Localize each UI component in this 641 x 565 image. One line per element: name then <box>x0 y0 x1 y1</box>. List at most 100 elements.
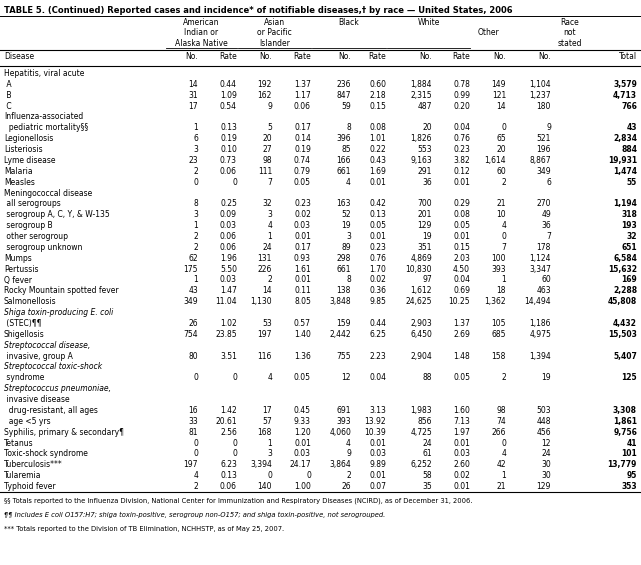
Text: ¶¶ Includes E coli O157:H7; shiga toxin-positive, serogroup non-O157; and shiga : ¶¶ Includes E coli O157:H7; shiga toxin-… <box>4 512 385 518</box>
Text: No.: No. <box>260 52 272 61</box>
Text: 61: 61 <box>422 449 432 458</box>
Text: 24.17: 24.17 <box>289 460 311 470</box>
Text: 1,612: 1,612 <box>410 286 432 295</box>
Text: 0.06: 0.06 <box>294 102 311 111</box>
Text: 3: 3 <box>267 210 272 219</box>
Text: Shiga toxin-producing E. coli: Shiga toxin-producing E. coli <box>4 308 113 317</box>
Text: 6,450: 6,450 <box>410 330 432 339</box>
Text: 0.57: 0.57 <box>294 319 311 328</box>
Text: 6.23: 6.23 <box>220 460 237 470</box>
Text: 0.22: 0.22 <box>369 145 386 154</box>
Text: 197: 197 <box>258 330 272 339</box>
Text: 0.45: 0.45 <box>294 406 311 415</box>
Text: 4,432: 4,432 <box>613 319 637 328</box>
Text: 9: 9 <box>546 123 551 132</box>
Text: 163: 163 <box>337 199 351 208</box>
Text: 49: 49 <box>541 210 551 219</box>
Text: 15,503: 15,503 <box>608 330 637 339</box>
Text: 0.05: 0.05 <box>369 221 386 230</box>
Text: Disease: Disease <box>4 52 34 61</box>
Text: 5,407: 5,407 <box>613 351 637 360</box>
Text: 5.50: 5.50 <box>220 264 237 273</box>
Text: 266: 266 <box>492 428 506 437</box>
Text: 14: 14 <box>496 102 506 111</box>
Text: 10,830: 10,830 <box>406 264 432 273</box>
Text: 1.96: 1.96 <box>220 254 237 263</box>
Text: 4: 4 <box>267 221 272 230</box>
Text: 1: 1 <box>193 276 198 285</box>
Text: Rate: Rate <box>219 52 237 61</box>
Text: 35: 35 <box>422 482 432 491</box>
Text: 41: 41 <box>626 438 637 447</box>
Text: serogroup A, C, Y, & W-135: serogroup A, C, Y, & W-135 <box>4 210 110 219</box>
Text: 149: 149 <box>492 80 506 89</box>
Text: 8: 8 <box>346 276 351 285</box>
Text: 448: 448 <box>537 417 551 426</box>
Text: 691: 691 <box>337 406 351 415</box>
Text: 192: 192 <box>258 80 272 89</box>
Text: 3.82: 3.82 <box>453 156 470 165</box>
Text: 2: 2 <box>501 177 506 186</box>
Text: 1.00: 1.00 <box>294 482 311 491</box>
Text: 0.19: 0.19 <box>294 145 311 154</box>
Text: 2.23: 2.23 <box>369 351 386 360</box>
Text: 0.06: 0.06 <box>220 167 237 176</box>
Text: 131: 131 <box>258 254 272 263</box>
Text: 0.13: 0.13 <box>220 123 237 132</box>
Text: 0.01: 0.01 <box>369 438 386 447</box>
Text: 12: 12 <box>542 438 551 447</box>
Text: §§ Totals reported to the Influenza Division, National Center for Immunization a: §§ Totals reported to the Influenza Divi… <box>4 498 472 505</box>
Text: 0.08: 0.08 <box>453 210 470 219</box>
Text: 0.17: 0.17 <box>294 243 311 252</box>
Text: 0.01: 0.01 <box>369 471 386 480</box>
Text: 291: 291 <box>418 167 432 176</box>
Text: 1.60: 1.60 <box>453 406 470 415</box>
Text: 98: 98 <box>262 156 272 165</box>
Text: 0.60: 0.60 <box>369 80 386 89</box>
Text: 3: 3 <box>193 145 198 154</box>
Text: 21: 21 <box>497 199 506 208</box>
Text: 0: 0 <box>501 438 506 447</box>
Text: 6,252: 6,252 <box>410 460 432 470</box>
Text: 7: 7 <box>267 177 272 186</box>
Text: (STEC)¶¶: (STEC)¶¶ <box>4 319 42 328</box>
Text: 0.23: 0.23 <box>453 145 470 154</box>
Text: 0.02: 0.02 <box>453 471 470 480</box>
Text: 42: 42 <box>496 460 506 470</box>
Text: 353: 353 <box>621 482 637 491</box>
Text: 0.03: 0.03 <box>220 276 237 285</box>
Text: 4: 4 <box>346 177 351 186</box>
Text: Lyme disease: Lyme disease <box>4 156 56 165</box>
Text: 1.09: 1.09 <box>220 90 237 99</box>
Text: 2,834: 2,834 <box>613 134 637 143</box>
Text: A: A <box>4 80 12 89</box>
Text: 23: 23 <box>188 156 198 165</box>
Text: 1,186: 1,186 <box>529 319 551 328</box>
Text: 58: 58 <box>422 471 432 480</box>
Text: 1,237: 1,237 <box>529 90 551 99</box>
Text: 298: 298 <box>337 254 351 263</box>
Text: 0.44: 0.44 <box>220 80 237 89</box>
Text: 26: 26 <box>342 482 351 491</box>
Text: 754: 754 <box>183 330 198 339</box>
Text: 1.61: 1.61 <box>294 264 311 273</box>
Text: 55: 55 <box>627 177 637 186</box>
Text: 0.01: 0.01 <box>369 177 386 186</box>
Text: No.: No. <box>185 52 198 61</box>
Text: 2.69: 2.69 <box>453 330 470 339</box>
Text: 0.23: 0.23 <box>294 199 311 208</box>
Text: 2: 2 <box>501 373 506 383</box>
Text: Streptococcus pneumoniae,: Streptococcus pneumoniae, <box>4 384 111 393</box>
Text: 1.37: 1.37 <box>294 80 311 89</box>
Text: Streptococcal toxic-shock: Streptococcal toxic-shock <box>4 363 102 371</box>
Text: 180: 180 <box>537 102 551 111</box>
Text: 33: 33 <box>188 417 198 426</box>
Text: 4,725: 4,725 <box>410 428 432 437</box>
Text: 226: 226 <box>258 264 272 273</box>
Text: 0.10: 0.10 <box>220 145 237 154</box>
Text: 0.02: 0.02 <box>294 210 311 219</box>
Text: Salmonellosis: Salmonellosis <box>4 297 56 306</box>
Text: 2: 2 <box>193 232 198 241</box>
Text: 23.85: 23.85 <box>215 330 237 339</box>
Text: 3: 3 <box>193 210 198 219</box>
